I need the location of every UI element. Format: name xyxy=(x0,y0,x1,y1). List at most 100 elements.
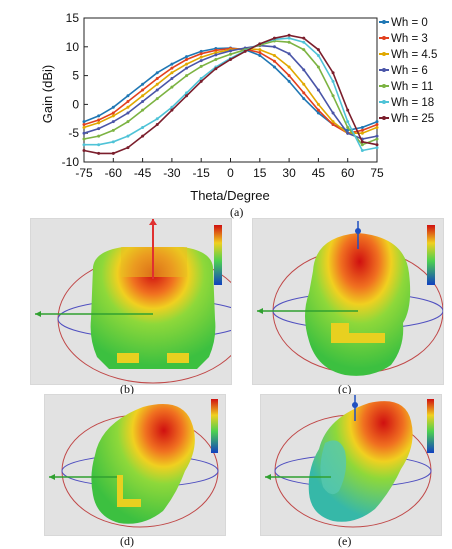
data-point xyxy=(302,40,306,44)
data-point xyxy=(111,128,115,132)
x-tick-label: -30 xyxy=(163,166,181,180)
pattern-3d-view-e xyxy=(265,395,434,528)
data-point xyxy=(111,105,115,109)
data-point xyxy=(316,88,320,92)
data-point xyxy=(170,76,174,80)
data-point xyxy=(258,51,262,55)
y-tick-label: -5 xyxy=(68,126,79,140)
legend: Wh = 0 Wh = 3 Wh = 4.5 Wh = 6 Wh = 11 Wh = 18… xyxy=(379,17,437,125)
data-point xyxy=(170,105,174,109)
pattern-3d-panel-c xyxy=(252,218,444,385)
data-point xyxy=(170,71,174,75)
legend-label: Wh = 0 xyxy=(391,17,428,29)
data-point xyxy=(185,66,189,70)
plot-frame xyxy=(83,17,378,163)
legend-label: Wh = 3 xyxy=(391,33,428,45)
legend-marker xyxy=(382,52,386,56)
data-point xyxy=(272,45,276,49)
data-point xyxy=(302,82,306,86)
data-point xyxy=(346,125,350,129)
x-axis-label: Theta/Degree xyxy=(190,188,270,203)
data-point xyxy=(214,67,218,71)
data-point xyxy=(331,123,335,127)
pattern-3d-panel-b xyxy=(30,218,232,385)
data-point xyxy=(155,123,159,127)
data-point xyxy=(155,71,159,75)
data-point xyxy=(111,111,115,115)
data-point xyxy=(111,151,115,155)
data-point xyxy=(97,118,101,122)
data-point xyxy=(287,33,291,37)
data-point xyxy=(185,94,189,98)
data-point xyxy=(199,55,203,59)
data-point xyxy=(126,105,130,109)
data-point xyxy=(375,143,379,147)
data-point xyxy=(375,123,379,127)
data-point xyxy=(360,148,364,152)
series-lines xyxy=(82,33,379,155)
legend-label: Wh = 4.5 xyxy=(391,49,437,61)
data-point xyxy=(185,57,189,61)
y-tick-label: 0 xyxy=(72,97,79,111)
legend-marker xyxy=(382,36,386,40)
data-point xyxy=(331,120,335,124)
data-point xyxy=(111,120,115,124)
data-point xyxy=(302,68,306,72)
data-point xyxy=(360,131,364,135)
data-point xyxy=(170,108,174,112)
data-point xyxy=(199,49,203,53)
data-point xyxy=(287,52,291,56)
x-tick-label: -15 xyxy=(193,166,211,180)
y-tick-label: -10 xyxy=(62,155,80,169)
y-tick-label: 10 xyxy=(66,40,80,54)
pattern-3d-view-d xyxy=(49,399,219,528)
data-point xyxy=(126,111,130,115)
data-point xyxy=(346,120,350,124)
data-point xyxy=(258,48,262,52)
data-point xyxy=(375,120,379,124)
data-point xyxy=(82,131,86,135)
data-point xyxy=(199,52,203,56)
pattern-3d-panel-e xyxy=(260,394,442,536)
data-point xyxy=(302,91,306,95)
data-point xyxy=(170,66,174,70)
caption-c: (c) xyxy=(338,382,352,396)
data-point xyxy=(243,49,247,53)
legend-marker xyxy=(382,68,386,72)
data-point xyxy=(170,62,174,66)
pattern-3d-panel-d xyxy=(44,394,226,536)
data-point xyxy=(141,100,145,104)
data-point xyxy=(331,71,335,75)
data-point xyxy=(141,88,145,92)
data-point xyxy=(170,85,174,89)
legend-label: Wh = 18 xyxy=(391,97,434,109)
data-point xyxy=(316,111,320,115)
legend-label: Wh = 11 xyxy=(391,81,433,93)
data-point xyxy=(126,146,130,150)
x-tick-label: 0 xyxy=(227,166,234,180)
axes: -75 -60 -45 -30 -15 0 15 30 45 60 75 -10 -5 0 5 10 15 xyxy=(62,11,384,180)
data-point xyxy=(331,94,335,98)
data-point xyxy=(155,97,159,101)
data-point xyxy=(155,88,159,92)
y-tick-label: 15 xyxy=(66,11,80,25)
data-point xyxy=(97,127,101,131)
data-point xyxy=(375,137,379,141)
data-point xyxy=(185,74,189,78)
data-point xyxy=(111,140,115,144)
data-point xyxy=(199,79,203,83)
data-point xyxy=(331,79,335,83)
data-point xyxy=(141,134,145,138)
data-point xyxy=(375,146,379,150)
pattern-3d-view-c xyxy=(257,221,443,376)
data-point xyxy=(302,36,306,40)
x-tick-label: 15 xyxy=(253,166,267,180)
x-tick-label: 75 xyxy=(370,166,384,180)
data-point xyxy=(126,120,130,124)
x-tick-label: 30 xyxy=(282,166,296,180)
data-point xyxy=(141,94,145,98)
data-point xyxy=(302,97,306,101)
gain-chart: -75 -60 -45 -30 -15 0 15 30 45 60 75 -10 -5 0 5 10 15 Wh… xyxy=(40,11,437,203)
x-tick-label: 60 xyxy=(341,166,355,180)
data-point xyxy=(185,62,189,66)
